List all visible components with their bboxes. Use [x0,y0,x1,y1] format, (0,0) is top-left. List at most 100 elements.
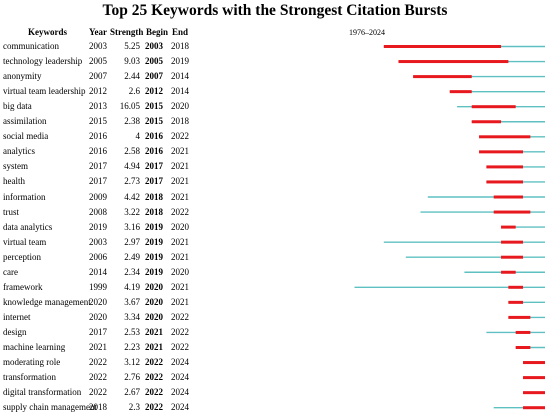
table-row: internet 2020 3.34 2020 2022 [0,312,550,327]
table-row: care 2014 2.34 2019 2020 [0,267,550,282]
table-row: design 2017 2.53 2021 2022 [0,327,550,342]
end-cell: 2020 [171,101,189,112]
burst-bar [413,75,472,79]
strength-cell: 4.19 [124,281,140,292]
table-row: digital transformation 2022 2.67 2022 2024 [0,387,550,402]
keyword-cell: analytics [3,146,35,157]
burst-bar [486,180,524,184]
keyword-cell: supply chain management [3,402,97,413]
burst-bar [515,330,531,334]
year-cell: 2003 [89,236,107,247]
end-cell: 2021 [171,146,189,157]
year-cell: 2012 [89,86,107,97]
strength-cell: 5.25 [124,41,140,51]
end-cell: 2021 [171,161,189,172]
end-cell: 2021 [171,236,189,247]
year-cell: 2018 [89,402,107,413]
strength-cell: 2.6 [128,86,140,97]
keyword-cell: information [3,191,46,202]
end-cell: 2020 [171,221,189,232]
burst-bar [501,225,516,229]
keyword-cell: virtual team leadership [3,86,86,97]
end-cell: 2022 [171,311,189,322]
end-cell: 2024 [171,387,189,398]
begin-cell: 2022 [145,402,163,413]
strength-cell: 4.94 [124,161,140,172]
year-cell: 2016 [89,146,107,157]
burst-bar [523,361,545,365]
strength-cell: 9.03 [124,56,140,67]
burst-bar [508,300,524,304]
begin-cell: 2016 [145,146,163,157]
keyword-cell: communication [3,41,59,51]
begin-cell: 2021 [145,342,163,352]
begin-cell: 2003 [145,41,163,51]
burst-bar [501,240,524,244]
strength-cell: 2.73 [124,176,140,187]
begin-cell: 2018 [145,191,163,202]
strength-cell: 2.49 [124,251,140,262]
year-cell: 2022 [89,357,107,368]
keyword-cell: knowledge management [3,296,91,307]
year-cell: 2017 [89,161,107,172]
year-cell: 2015 [89,116,107,127]
keyword-cell: internet [3,311,31,322]
burst-bar [486,165,524,169]
chart-title: Top 25 Keywords with the Strongest Citat… [102,2,448,19]
strength-cell: 2.44 [124,71,140,82]
begin-cell: 2016 [145,131,163,142]
begin-cell: 2015 [145,101,163,112]
year-cell: 2017 [89,326,107,337]
end-cell: 2022 [171,326,189,337]
keyword-cell: care [3,266,18,277]
end-cell: 2014 [171,71,189,82]
year-cell: 2014 [89,266,107,277]
end-cell: 2020 [171,266,189,277]
header-end: End [172,27,189,37]
keyword-cell: machine learning [3,342,66,352]
strength-cell: 3.34 [124,311,140,322]
header-begin: Begin [146,27,169,37]
year-cell: 2020 [89,311,107,322]
end-cell: 2024 [171,357,189,368]
keyword-cell: moderating role [3,357,61,368]
burst-bar [515,346,531,349]
burst-bar [471,120,502,124]
table-row: anonymity 2007 2.44 2007 2014 [0,71,550,86]
burst-bar [493,195,524,199]
burst-bar [493,210,531,214]
year-cell: 2007 [89,71,107,82]
begin-cell: 2020 [145,311,163,322]
begin-cell: 2022 [145,357,163,368]
burst-bar [479,150,524,154]
begin-cell: 2019 [145,251,163,262]
strength-cell: 2.3 [128,402,140,413]
year-cell: 2016 [89,131,107,142]
table-row: analytics 2016 2.58 2016 2021 [0,146,550,161]
strength-cell: 3.12 [124,357,140,368]
year-cell: 2022 [89,372,107,383]
keyword-cell: perception [3,251,41,262]
end-cell: 2022 [171,342,189,352]
keyword-cell: anonymity [3,71,42,82]
year-cell: 2020 [89,296,107,307]
end-cell: 2019 [171,56,189,67]
end-cell: 2024 [171,372,189,383]
end-cell: 2021 [171,251,189,262]
end-cell: 2021 [171,176,189,187]
burst-bar [523,406,545,410]
table-row: technology leadership 2005 9.03 2005 2019 [0,56,550,71]
strength-cell: 4.42 [124,191,140,202]
year-cell: 2003 [89,41,107,51]
strength-cell: 2.97 [124,236,140,247]
keyword-cell: data analytics [3,221,53,232]
burst-bar [479,135,531,139]
begin-cell: 2022 [145,387,163,398]
keyword-cell: system [3,161,29,172]
begin-cell: 2019 [145,221,163,232]
keyword-cell: health [3,176,25,187]
strength-cell: 2.76 [124,372,140,383]
begin-cell: 2017 [145,176,163,187]
burst-bar [523,391,545,395]
